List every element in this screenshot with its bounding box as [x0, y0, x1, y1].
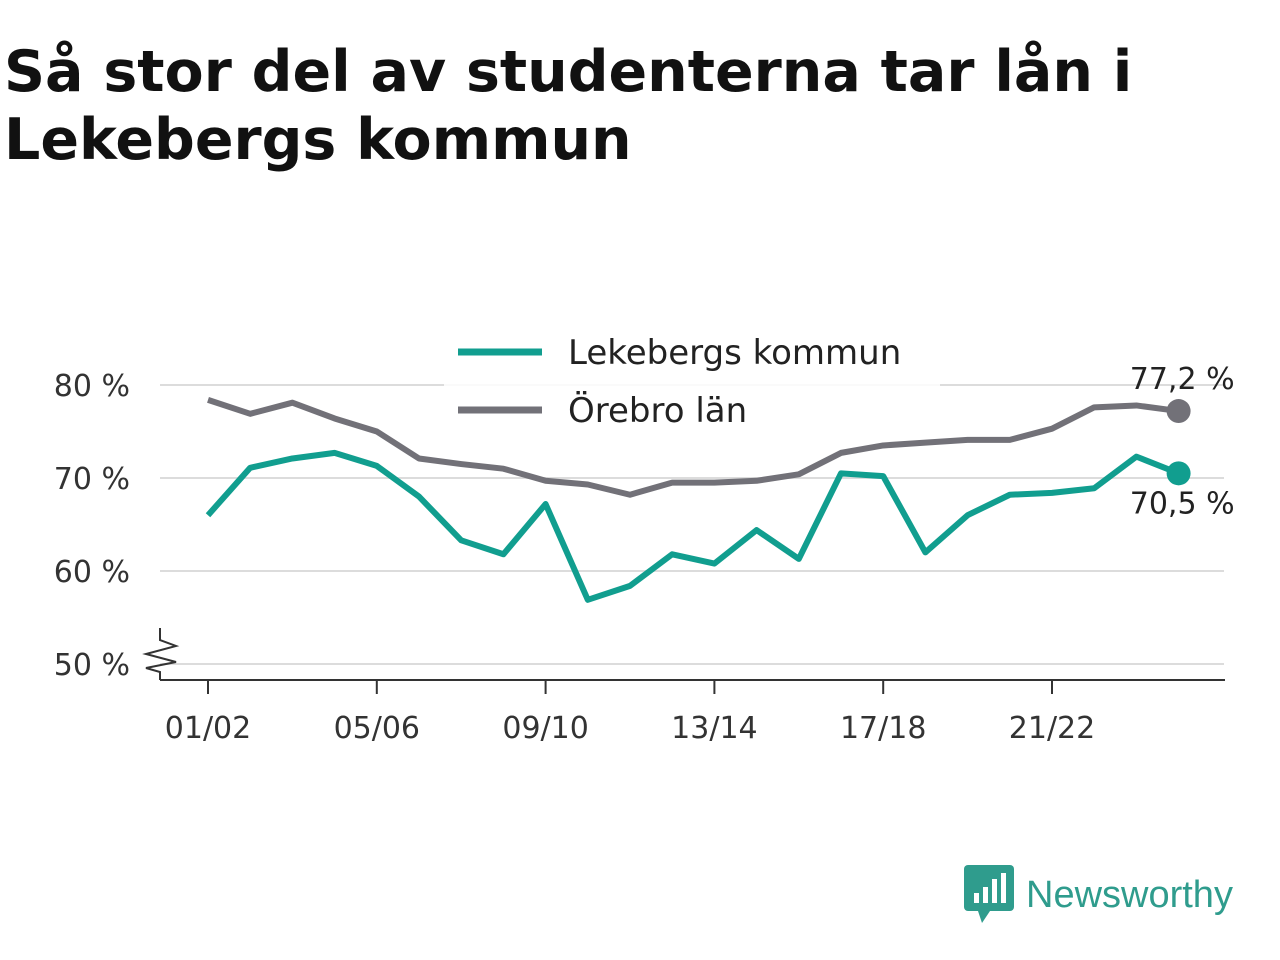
end-labels: 77,2 % 70,5 %: [1130, 362, 1235, 521]
x-tick-label: 05/06: [334, 711, 420, 746]
newsworthy-logo: Newsworthy: [964, 864, 1233, 926]
x-tick-label: 09/10: [502, 711, 588, 746]
brand-name: Newsworthy: [1026, 873, 1233, 916]
y-tick-label: 60 %: [54, 555, 130, 590]
axes: 50 % 60 % 70 % 80 % 01/02 05/06 09/10 13/14 17/1…: [54, 369, 1225, 746]
chart-title: Så stor del av studenterna tar lån i Lek…: [4, 39, 1133, 173]
legend-label: Lekebergs kommun: [568, 333, 901, 373]
x-tick-label: 17/18: [840, 711, 926, 746]
y-tick-label: 70 %: [54, 462, 130, 497]
legend-background: [444, 330, 940, 435]
legend-label: Örebro län: [568, 390, 747, 431]
series-line: [207, 397, 1179, 498]
newsworthy-logo-icon: [964, 865, 1014, 923]
series-end-point: [1166, 399, 1191, 424]
series-line: [205, 449, 1180, 603]
end-label: 70,5 %: [1130, 486, 1235, 521]
x-tick-label: 01/02: [165, 711, 251, 746]
legend: Lekebergs kommun Örebro län: [444, 330, 940, 435]
x-tick-label: 13/14: [671, 711, 757, 746]
series-lines: [205, 397, 1191, 603]
x-tick-label: 21/22: [1009, 711, 1095, 746]
axis-break-icon: [142, 628, 180, 680]
y-tick-label: 80 %: [54, 369, 130, 404]
y-tick-label: 50 %: [54, 648, 130, 683]
series-end-point: [1166, 461, 1191, 486]
end-label: 77,2 %: [1130, 362, 1235, 397]
